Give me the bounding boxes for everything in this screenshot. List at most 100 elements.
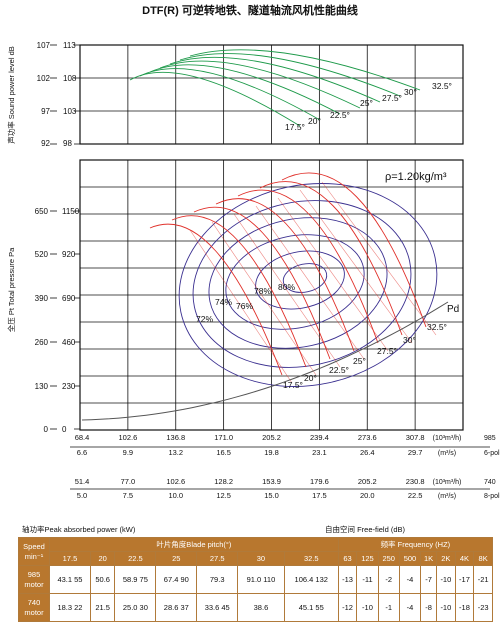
pressure-blade-angle-label: 22.5° [329, 365, 349, 375]
x-tick-label: 205.2 [358, 477, 377, 486]
sound-blade-labels: 17.5°20° 22.5° 25° 27.5°30° 32.5° [285, 81, 452, 132]
density-label: ρ=1.20kg/m³ [385, 171, 447, 183]
x-tick-label: 10.0 [168, 491, 183, 500]
efficiency-label: 78% [254, 286, 271, 296]
blade-angle-header: 25 [155, 551, 198, 566]
pressure-blade-angle-label: 20° [304, 373, 317, 383]
efficiency-contour [255, 250, 345, 310]
sound-axis-label: 声功率 Sound power level dB [6, 46, 16, 144]
x-axis-speed-label: 6-pole [484, 450, 500, 457]
sound-curve-line [189, 49, 421, 91]
blade-pitch-header: 叶片角度Blade pitch(°) [49, 537, 339, 552]
sound-curve-line [149, 64, 341, 115]
sound-cell: -17 [454, 565, 475, 594]
sound-blade-angle-label: 20° [308, 116, 321, 126]
power-cell: 25.0 30 [114, 593, 157, 622]
x-tick-label: 17.5 [312, 491, 327, 500]
pressure-grid [80, 160, 463, 430]
power-cell: 67.4 90 [155, 565, 198, 594]
pressure-tick-right: 690 [62, 294, 76, 303]
pressure-tick-right: 1150 [62, 207, 80, 216]
pressure-curves [149, 172, 437, 384]
sound-blade-angle-label: 17.5° [285, 122, 305, 132]
blade-angle-header: 30 [237, 551, 285, 566]
frequency-header-cell: 1K [420, 551, 438, 566]
pressure-blade-angle-label: 30° [403, 335, 416, 345]
x-tick-label: 5.0 [77, 491, 87, 500]
sound-tick-right: 108 [63, 74, 77, 83]
pressure-tick-left: 0 [44, 425, 49, 434]
pressure-curve-line [233, 213, 341, 368]
power-cell: 33.6 45 [196, 593, 239, 622]
pressure-curve-line [277, 197, 389, 352]
x-axis-unit: (m³/s) [438, 493, 456, 500]
pressure-tick-right: 920 [62, 250, 76, 259]
x-tick-label: 51.4 [75, 477, 90, 486]
sound-cell: -18 [454, 593, 475, 622]
sound-tick-left: 92 [41, 139, 50, 148]
sound-cell: -12 [337, 593, 358, 622]
x-axis-unit: (10³m³/h) [433, 435, 462, 442]
x-axis-speed-label: 985 [484, 435, 496, 442]
chart-title: DTF(R) 可逆转地铁、隧道轴流风机性能曲线 [142, 3, 358, 17]
pressure-curve-line [149, 223, 283, 376]
power-cell: 45.1 55 [283, 593, 339, 622]
sound-chart: 107 102 97 92 113 108 103 98 17.5°20° 22.5° 25° 2… [6, 41, 464, 148]
blade-angle-header: 22.5 [114, 551, 157, 566]
x-tick-label: 12.5 [216, 491, 231, 500]
free-field-label: 自由空间 Free-field (dB) [325, 525, 406, 534]
sound-tick-left: 102 [37, 74, 51, 83]
pressure-blade-angle-label: 27.5° [377, 346, 397, 356]
x-tick-label: 15.0 [264, 491, 279, 500]
x-tick-label: 26.4 [360, 448, 375, 457]
flow-axes: 68.4 102.6 136.8 171.0 205.2 239.4 273.6 307.8 (… [70, 433, 500, 500]
power-cell: 18.3 22 [49, 593, 91, 622]
x-axis-speed-label: 8-pole [484, 493, 500, 500]
x-tick-label: 22.5 [408, 491, 423, 500]
x-tick-label: 171.0 [214, 433, 233, 442]
sound-cell: -10 [436, 565, 456, 594]
x-tick-label: 16.5 [216, 448, 231, 457]
performance-table-wrap: Speed min⁻¹ 叶片角度Blade pitch(°) 频率 Freque… [18, 537, 494, 622]
sound-blade-angle-label: 32.5° [432, 81, 452, 91]
table-row: 985 motor 43.1 55 50.6 58.9 75 67.4 90 79.3 91… [18, 565, 493, 594]
sound-cell: -1 [377, 593, 400, 622]
power-cell: 28.6 37 [155, 593, 198, 622]
pressure-curve-line [321, 181, 437, 336]
performance-table: Speed min⁻¹ 叶片角度Blade pitch(°) 频率 Freque… [18, 537, 494, 622]
pressure-curve-line [237, 189, 379, 344]
sound-cell: -8 [420, 593, 438, 622]
efficiency-label: 76% [236, 301, 253, 311]
blade-angle-header: 17.5 [49, 551, 91, 566]
blade-angle-header: 32.5 [283, 551, 339, 566]
x-tick-label: 153.9 [262, 477, 281, 486]
x-tick-label: 6.6 [77, 448, 87, 457]
sound-curves [129, 49, 421, 127]
sound-cell: -10 [356, 593, 379, 622]
pressure-curve-line [171, 215, 307, 368]
sound-curve-line [179, 53, 401, 97]
efficiency-contour [225, 234, 365, 330]
frequency-header-cell: 8K [473, 551, 493, 566]
x-tick-label: 7.5 [123, 491, 133, 500]
sound-blade-angle-label: 22.5° [330, 110, 350, 120]
x-tick-label: 128.2 [214, 477, 233, 486]
pressure-axis-label: 全压 Pt Total pressure Pa [6, 247, 16, 332]
frequency-header-cell: 500 [398, 551, 422, 566]
power-cell: 50.6 [89, 565, 116, 594]
pressure-curve-line [299, 189, 413, 344]
efficiency-contour [178, 183, 438, 387]
power-cell: 58.9 75 [114, 565, 157, 594]
power-cell: 43.1 55 [49, 565, 91, 594]
x-tick-label: 68.4 [75, 433, 90, 442]
pressure-tick-left: 130 [35, 382, 49, 391]
frequency-header-cell: 2K [436, 551, 456, 566]
x-tick-label: 13.2 [168, 448, 183, 457]
sound-tick-left: 107 [37, 41, 51, 50]
x-tick-label: 179.6 [310, 477, 329, 486]
sound-curve-line [129, 71, 301, 127]
sound-cell: -4 [398, 565, 422, 594]
pressure-tick-left: 260 [35, 338, 49, 347]
sound-tick-right: 103 [63, 107, 77, 116]
pressure-chart: 650 520 390 260 130 0 1150 920 690 460 230 0 Pd 17… [6, 159, 464, 434]
